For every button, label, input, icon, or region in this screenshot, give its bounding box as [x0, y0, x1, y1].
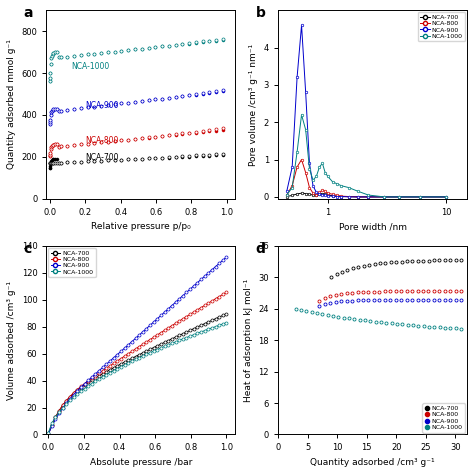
Text: NCA-1000: NCA-1000 [71, 62, 109, 71]
Legend: NCA-700, NCA-800, NCA-900, NCA-1000: NCA-700, NCA-800, NCA-900, NCA-1000 [422, 403, 465, 433]
Legend: NCA-700, NCA-800, NCA-900, NCA-1000: NCA-700, NCA-800, NCA-900, NCA-1000 [48, 248, 96, 277]
Text: NCA-900: NCA-900 [85, 100, 119, 109]
Text: d: d [255, 242, 265, 256]
Y-axis label: Pore volume /cm³ g⁻¹ nm⁻¹: Pore volume /cm³ g⁻¹ nm⁻¹ [249, 44, 258, 165]
Y-axis label: Heat of adsorption kJ mol⁻¹: Heat of adsorption kJ mol⁻¹ [244, 279, 253, 402]
Text: b: b [255, 7, 265, 20]
Text: a: a [24, 7, 33, 20]
X-axis label: Quantity adsorbed /cm³ g⁻¹: Quantity adsorbed /cm³ g⁻¹ [310, 458, 435, 467]
X-axis label: Absolute pressure /bar: Absolute pressure /bar [90, 458, 192, 467]
Text: NCA-700: NCA-700 [85, 153, 119, 162]
Y-axis label: Quantity adsorbed mmol g⁻¹: Quantity adsorbed mmol g⁻¹ [7, 39, 16, 169]
X-axis label: Pore width /nm: Pore width /nm [338, 222, 407, 231]
X-axis label: Relative pressure p/p₀: Relative pressure p/p₀ [91, 222, 191, 231]
Text: c: c [24, 242, 32, 256]
Text: NCA-800: NCA-800 [85, 136, 118, 145]
Legend: NCA-700, NCA-800, NCA-900, NCA-1000: NCA-700, NCA-800, NCA-900, NCA-1000 [418, 12, 465, 41]
Y-axis label: Volume adsorbed /cm³ g⁻¹: Volume adsorbed /cm³ g⁻¹ [7, 281, 16, 400]
